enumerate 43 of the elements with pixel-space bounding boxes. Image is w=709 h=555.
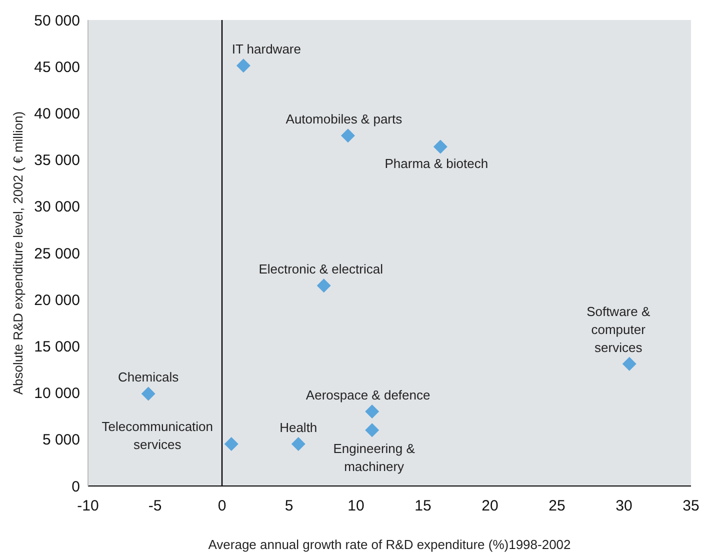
y-tick-label: 15 000 — [34, 338, 80, 356]
annotation: Chemicals — [118, 370, 180, 385]
point — [433, 140, 448, 154]
annotation: IT hardware — [232, 42, 302, 57]
x-tick-label: 15 — [414, 498, 432, 515]
y-tick-label: 45 000 — [34, 58, 80, 76]
annotation: Telecommunication services — [102, 419, 214, 452]
annotation: Software & computer services — [586, 304, 650, 355]
x-tick-label: 35 — [682, 498, 700, 515]
y-tick-label: 50 000 — [34, 12, 80, 30]
y-tick-label: 0 — [72, 478, 80, 496]
x-axis-title: Average annual growth rate of R&D expenditure (%)1998-2002 — [208, 537, 571, 552]
point — [291, 437, 306, 452]
annotation: Electronic & electrical — [258, 262, 384, 277]
y-tick-label: 30 000 — [34, 198, 80, 216]
y-tick-label: 25 000 — [34, 245, 80, 262]
x-tick-label: 10 — [348, 498, 364, 515]
point — [224, 437, 238, 452]
annotation: Pharma & biotech — [384, 156, 488, 171]
x-tick-label: -5 — [148, 498, 162, 515]
y-axis-title: Absolute R&D expenditure level, 2002 ( € million) — [10, 111, 26, 395]
y-tick-label: 10 000 — [34, 385, 80, 402]
point — [622, 356, 636, 371]
point — [340, 128, 355, 143]
point — [365, 423, 380, 438]
x-tick-label: 20 — [482, 498, 498, 515]
point — [316, 278, 331, 293]
annotation: Automobiles & parts — [286, 112, 403, 127]
y-tick-label: 20 000 — [34, 292, 80, 309]
point — [236, 58, 250, 73]
annotation: Aerospace & defence — [306, 387, 430, 402]
x-tick-label: 25 — [548, 498, 566, 515]
x-tick-label: 0 — [218, 498, 226, 515]
point — [365, 404, 380, 418]
point — [141, 386, 156, 401]
annotation: Health — [280, 420, 318, 436]
y-tick-label: 40 000 — [34, 106, 80, 123]
x-tick-label: 30 — [616, 498, 632, 515]
x-tick-label: -10 — [77, 498, 99, 515]
y-tick-label: 35 000 — [34, 152, 80, 170]
annotation: Engineering & machinery — [333, 441, 416, 474]
y-tick-label: 5 000 — [42, 432, 80, 449]
x-tick-label: 5 — [284, 498, 294, 515]
